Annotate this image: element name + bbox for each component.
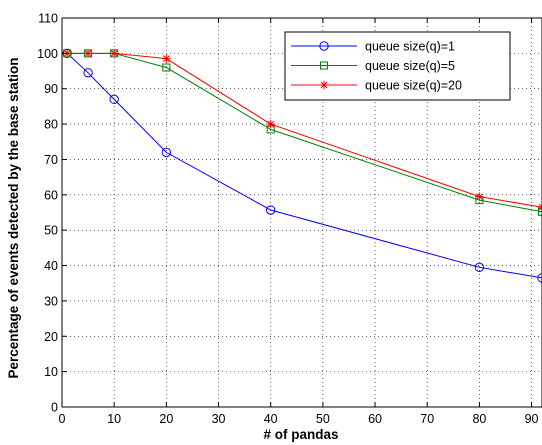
x-tick-label: 30 — [212, 412, 226, 426]
axis-ticks — [61, 17, 533, 408]
legend-box — [284, 31, 511, 101]
x-tick-label: 90 — [525, 412, 539, 426]
y-tick-label: 0 — [51, 401, 58, 415]
plot-frame — [61, 17, 542, 408]
grid-lines — [62, 18, 542, 407]
x-tick-label: 40 — [264, 412, 278, 426]
data-point — [162, 63, 171, 72]
x-tick-label: 20 — [159, 412, 173, 426]
legend-item: queue size(q)=5 — [291, 59, 455, 73]
legend-item: queue size(q)=20 — [291, 79, 462, 93]
series-line — [66, 52, 542, 279]
data-point — [538, 207, 542, 216]
y-tick-label: 100 — [37, 47, 58, 61]
data-point — [475, 192, 484, 201]
y-axis-label: Percentage of events detected by the bas… — [6, 57, 21, 378]
y-tick-label: 10 — [44, 365, 58, 379]
data-point — [109, 49, 119, 58]
x-axis-label: # of pandas — [263, 427, 338, 442]
y-tick-label: 90 — [44, 82, 58, 96]
data-point — [162, 54, 171, 63]
data-point — [266, 119, 275, 129]
data-point — [474, 262, 485, 273]
legend-label: queue size(q)=20 — [365, 79, 462, 93]
x-tick-label: 80 — [472, 412, 486, 426]
y-tick-label: 80 — [44, 118, 58, 132]
series-group — [62, 48, 542, 283]
data-point — [109, 94, 119, 105]
data-point — [265, 205, 276, 215]
y-tick-label: 110 — [38, 12, 58, 26]
series-3 — [63, 49, 542, 212]
x-tick-label: 10 — [107, 412, 121, 426]
tick-labels: 0 10 20 30 40 50 60 70 80 90 0 10 20 30 40 50 60 70 80 90 10… — [37, 12, 538, 427]
y-tick-label: 60 — [44, 188, 58, 202]
data-point — [161, 147, 172, 158]
legend: queue size(q)=1 queue size(q)=5 queue size… — [284, 31, 511, 101]
y-tick-label: 20 — [44, 330, 58, 344]
data-point — [320, 61, 328, 70]
y-tick-label: 50 — [44, 224, 58, 238]
x-tick-label: 0 — [59, 412, 66, 426]
y-tick-label: 70 — [44, 153, 58, 167]
data-point — [83, 68, 93, 78]
legend-item: queue size(q)=1 — [291, 40, 455, 54]
y-tick-label: 30 — [44, 294, 58, 308]
data-point — [319, 80, 329, 90]
legend-label: queue size(q)=5 — [365, 59, 455, 73]
x-tick-label: 70 — [420, 412, 434, 426]
y-tick-label: 40 — [44, 259, 58, 273]
x-tick-label: 60 — [368, 412, 382, 426]
x-tick-label: 50 — [316, 412, 330, 426]
legend-label: queue size(q)=1 — [365, 40, 455, 54]
data-point — [319, 41, 329, 51]
data-point — [537, 202, 542, 212]
data-point — [83, 49, 93, 58]
